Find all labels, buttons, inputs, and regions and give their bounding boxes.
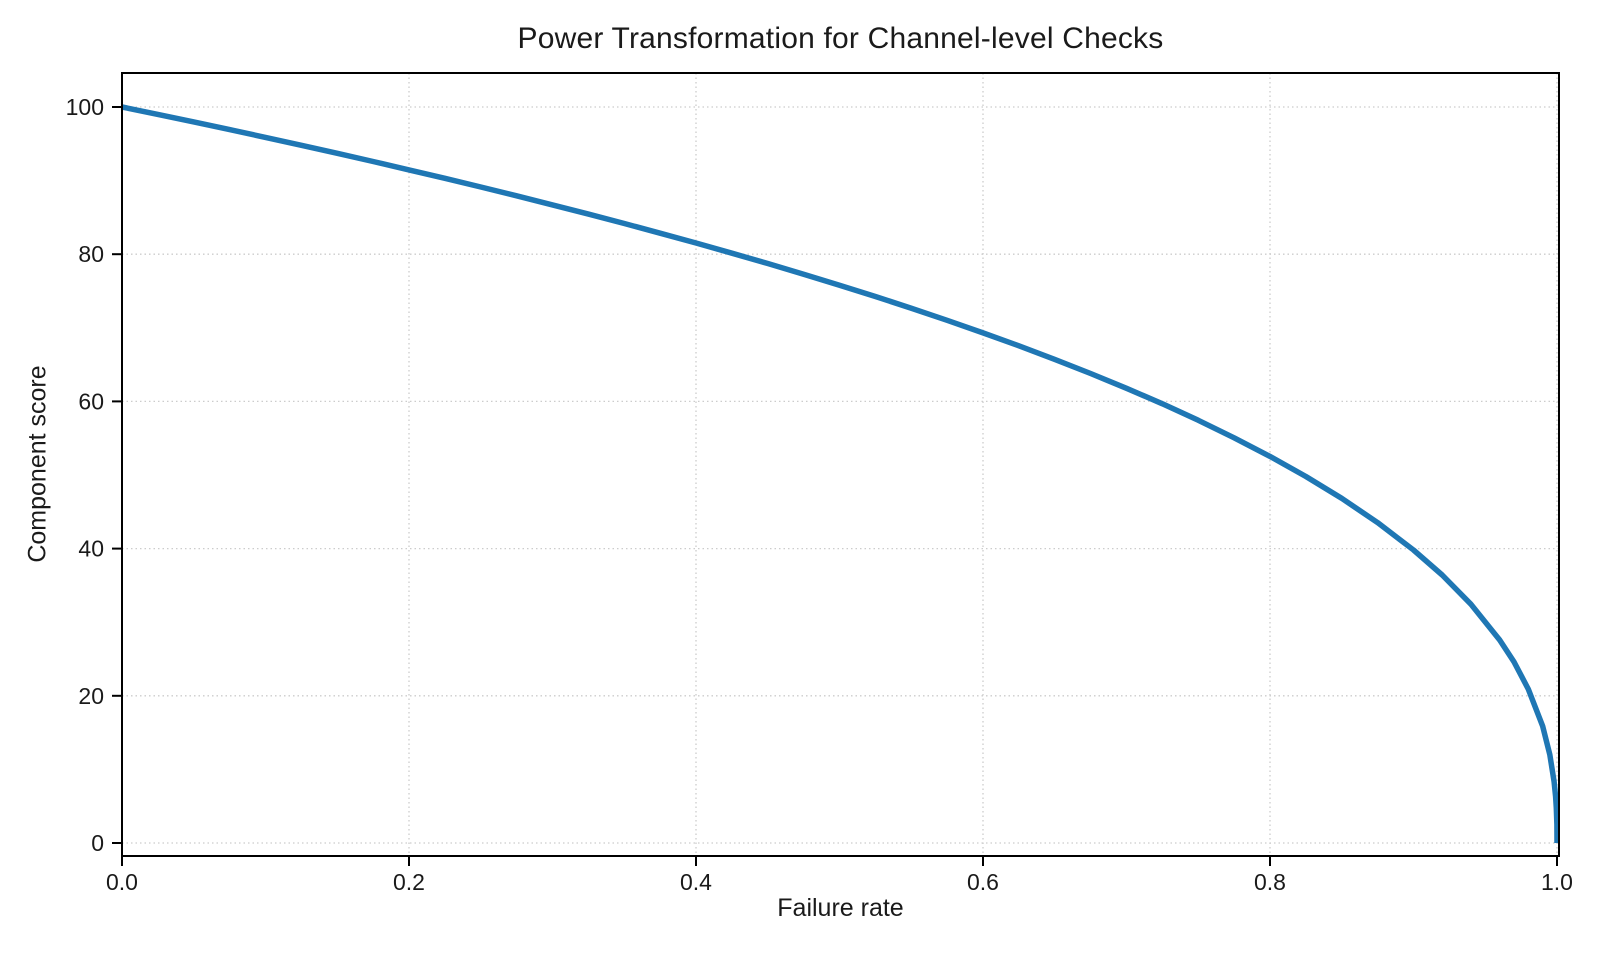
y-axis-label: Component score — [23, 365, 52, 563]
x-tick-label: 1.0 — [1541, 869, 1573, 895]
x-tick-label: 0.0 — [106, 869, 138, 895]
chart-title: Power Transformation for Channel-level C… — [517, 22, 1164, 55]
y-tick-label: 20 — [78, 683, 104, 709]
x-tick-label: 0.8 — [1254, 869, 1286, 895]
x-tick-label: 0.4 — [680, 869, 712, 895]
axes-spines — [121, 72, 1560, 857]
x-axis-label: Failure rate — [777, 894, 904, 922]
x-tick-label: 0.2 — [393, 869, 425, 895]
y-tick-label: 80 — [78, 241, 104, 267]
y-tick-label: 40 — [78, 536, 104, 562]
series-line — [121, 104, 1560, 844]
y-tick-label: 0 — [91, 830, 104, 856]
x-tick-label: 0.6 — [967, 869, 999, 895]
y-tick-label: 60 — [78, 388, 104, 414]
y-tick-label: 100 — [66, 94, 104, 120]
